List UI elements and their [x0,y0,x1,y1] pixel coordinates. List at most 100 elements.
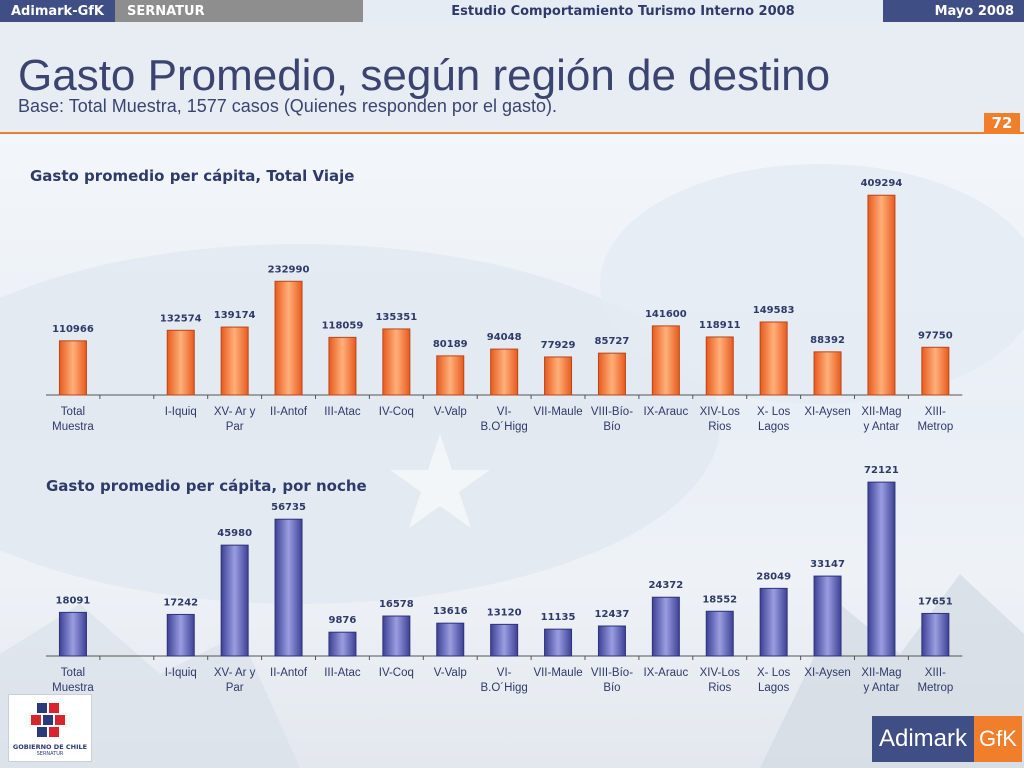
tick-label-2-0: I-Iquiq [165,406,197,418]
bar-4 [274,280,303,396]
data-label-0: 110966 [52,324,94,335]
chart-title: Gasto promedio per cápita, Total Viaje [30,167,354,185]
data-label-10: 85727 [595,336,630,347]
bar-9 [544,356,573,396]
tick-label-16-1: Metrop [917,682,953,694]
tick-label-9-0: VII-Maule [533,667,582,679]
data-label-5: 118059 [322,320,364,331]
chart-title: Gasto promedio per cápita, por noche [46,477,367,495]
bar-16 [921,346,950,396]
bar-0 [58,340,87,396]
bar-7 [436,355,465,396]
tick-label-15-1: y Antar [864,682,900,694]
tick-label-8-0: VI- [497,667,512,679]
tick-label-3-1: Par [226,682,244,694]
data-label-14: 88392 [810,335,845,346]
data-label-11: 141600 [645,309,687,320]
tick-label-4-0: II-Antof [270,406,308,418]
gobierno-subtext: SERNATUR [36,751,64,757]
tick-label-8-0: VI- [497,406,512,418]
bar-14 [813,575,842,657]
background-collage [0,134,1024,768]
tick-label-16-0: XIII- [925,406,946,418]
gobierno-text: GOBIERNO DE CHILE [12,743,88,751]
data-label-4: 56735 [271,502,306,513]
bar-0 [58,611,87,657]
tick-label-10-1: Bío [603,682,620,694]
bar-5 [328,336,357,396]
tick-label-12-1: Rios [708,682,731,694]
bar-7 [436,622,465,657]
tick-label-8-1: B.O´Higg [481,421,528,433]
tick-label-16-1: Metrop [917,421,953,433]
bar-10 [597,625,626,657]
data-label-2: 132574 [160,313,202,324]
tick-label-13-0: X- Los [757,406,790,418]
tick-label-14-0: XI-Aysen [804,667,850,679]
bar-14 [813,351,842,396]
bar-12 [705,610,734,657]
tick-label-14-0: XI-Aysen [804,406,850,418]
data-label-8: 13120 [487,607,522,618]
bar-15 [867,194,896,396]
tick-label-11-0: IX-Arauc [643,667,688,679]
data-label-15: 409294 [861,178,903,189]
bar-16 [921,612,950,657]
tick-label-15-0: XII-Mag [861,667,901,679]
data-label-10: 12437 [595,609,630,620]
tick-label-0-1: Muestra [52,682,94,694]
bar-4 [274,518,303,657]
data-label-3: 45980 [217,528,252,539]
tick-label-7-0: V-Valp [434,667,467,679]
data-label-13: 149583 [753,305,795,316]
data-label-7: 13616 [433,606,468,617]
tick-label-4-0: II-Antof [270,667,308,679]
data-label-14: 33147 [810,559,845,570]
header-divider [0,132,1024,134]
tick-label-15-1: y Antar [864,421,900,433]
study-label: Estudio Comportamiento Turismo Interno 2… [363,0,883,22]
data-label-12: 18552 [702,594,737,605]
adimark-logo-text: Adimark [872,716,974,762]
data-label-4: 232990 [268,264,310,275]
chart-total-viaje: Gasto promedio per cápita, Total Viaje 11… [30,167,963,433]
bar-6 [382,615,411,657]
tick-label-5-0: III-Atac [324,406,361,418]
data-label-16: 17651 [918,596,953,607]
bar-6 [382,328,411,396]
tick-label-3-1: Par [226,421,244,433]
tick-label-12-0: XIV-Los [700,406,741,418]
page-number: 72 [984,113,1020,134]
tick-label-16-0: XIII- [925,667,946,679]
gobierno-logo: GOBIERNO DE CHILE SERNATUR [8,694,92,762]
data-label-15: 72121 [864,465,899,476]
date-label: Mayo 2008 [883,0,1024,22]
tick-label-13-0: X- Los [757,667,790,679]
bar-13 [759,321,788,396]
tick-label-11-0: IX-Arauc [643,406,688,418]
bar-12 [705,336,734,396]
tick-label-0-0: Total [61,406,85,418]
tick-label-12-1: Rios [708,421,731,433]
bar-2 [166,613,195,657]
data-label-6: 16578 [379,599,414,610]
bar-11 [651,596,680,657]
tick-label-7-0: V-Valp [434,406,467,418]
data-label-8: 94048 [487,332,522,343]
tick-label-10-0: VIII-Bío- [591,667,633,679]
client-label: SERNATUR [115,0,363,22]
data-label-5: 9876 [329,615,357,626]
data-label-6: 135351 [375,312,417,323]
tick-label-2-0: I-Iquiq [165,667,197,679]
data-label-12: 118911 [699,320,741,331]
bar-15 [867,481,896,657]
page-subtitle: Base: Total Muestra, 1577 casos (Quienes… [18,96,557,116]
bar-8 [490,623,519,657]
chart-por-noche: Gasto promedio per cápita, por noche 1809… [46,465,963,694]
data-label-16: 97750 [918,330,953,341]
bar-3 [220,544,249,657]
bar-10 [597,352,626,396]
tick-label-3-0: XV- Ar y [214,406,256,418]
tick-label-10-0: VIII-Bío- [591,406,633,418]
tick-label-13-1: Lagos [758,421,790,433]
